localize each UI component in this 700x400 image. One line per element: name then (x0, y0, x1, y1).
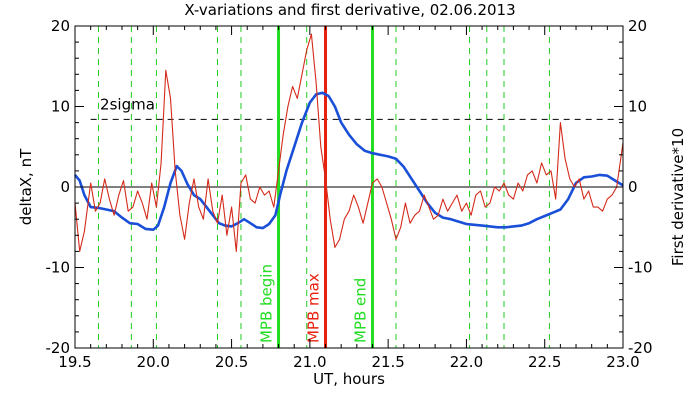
y-right-tick-label: 20 (628, 17, 647, 35)
x-tick-label: 22.5 (528, 353, 561, 371)
mpb-marker-label-0: MPB begin (258, 264, 276, 343)
x-tick-label: 23.0 (606, 353, 639, 371)
chart-title: X-variations and first derivative, 02.06… (184, 1, 515, 19)
y-axis-left-label: deltaX, nT (17, 148, 35, 225)
mpb-marker-label-2: MPB end (351, 278, 369, 343)
x-tick-label: 21.0 (293, 353, 326, 371)
y-right-tick-label: 10 (628, 98, 647, 116)
mpb-marker-label-1: MPB max (305, 273, 323, 343)
x-tick-label: 20.5 (215, 353, 248, 371)
series-group (73, 33, 624, 252)
y-right-tick-label: -10 (628, 259, 653, 277)
y-right-tick-label: -20 (628, 339, 653, 357)
series-derivative-line (74, 33, 624, 252)
sigma-label: 2sigma (100, 95, 155, 113)
x-tick-label: 21.5 (371, 353, 404, 371)
x-tick-label: 19.5 (58, 353, 91, 371)
y-left-tick-label: -20 (46, 339, 71, 357)
x-axis-label: UT, hours (313, 370, 385, 388)
tick-labels: 19.5 20.0 20.5 21.0 21.5 22.0 22.5 23.0 20 20 10 10… (46, 17, 653, 371)
y-axis-right-label: First derivative*10 (669, 128, 687, 266)
y-left-tick-label: 0 (60, 178, 70, 196)
y-right-tick-label: 0 (628, 178, 638, 196)
series-deltaX-line (73, 91, 624, 231)
axes-group (74, 25, 624, 349)
y-left-tick-label: 20 (51, 17, 70, 35)
dashed-reference-lines (97, 26, 550, 348)
x-tick-label: 22.0 (450, 353, 483, 371)
y-left-tick-label: 10 (51, 98, 70, 116)
x-tick-label: 20.0 (137, 353, 170, 371)
mpb-markers: MPB begin MPB max MPB end (258, 26, 374, 348)
y-left-tick-label: -10 (46, 259, 71, 277)
